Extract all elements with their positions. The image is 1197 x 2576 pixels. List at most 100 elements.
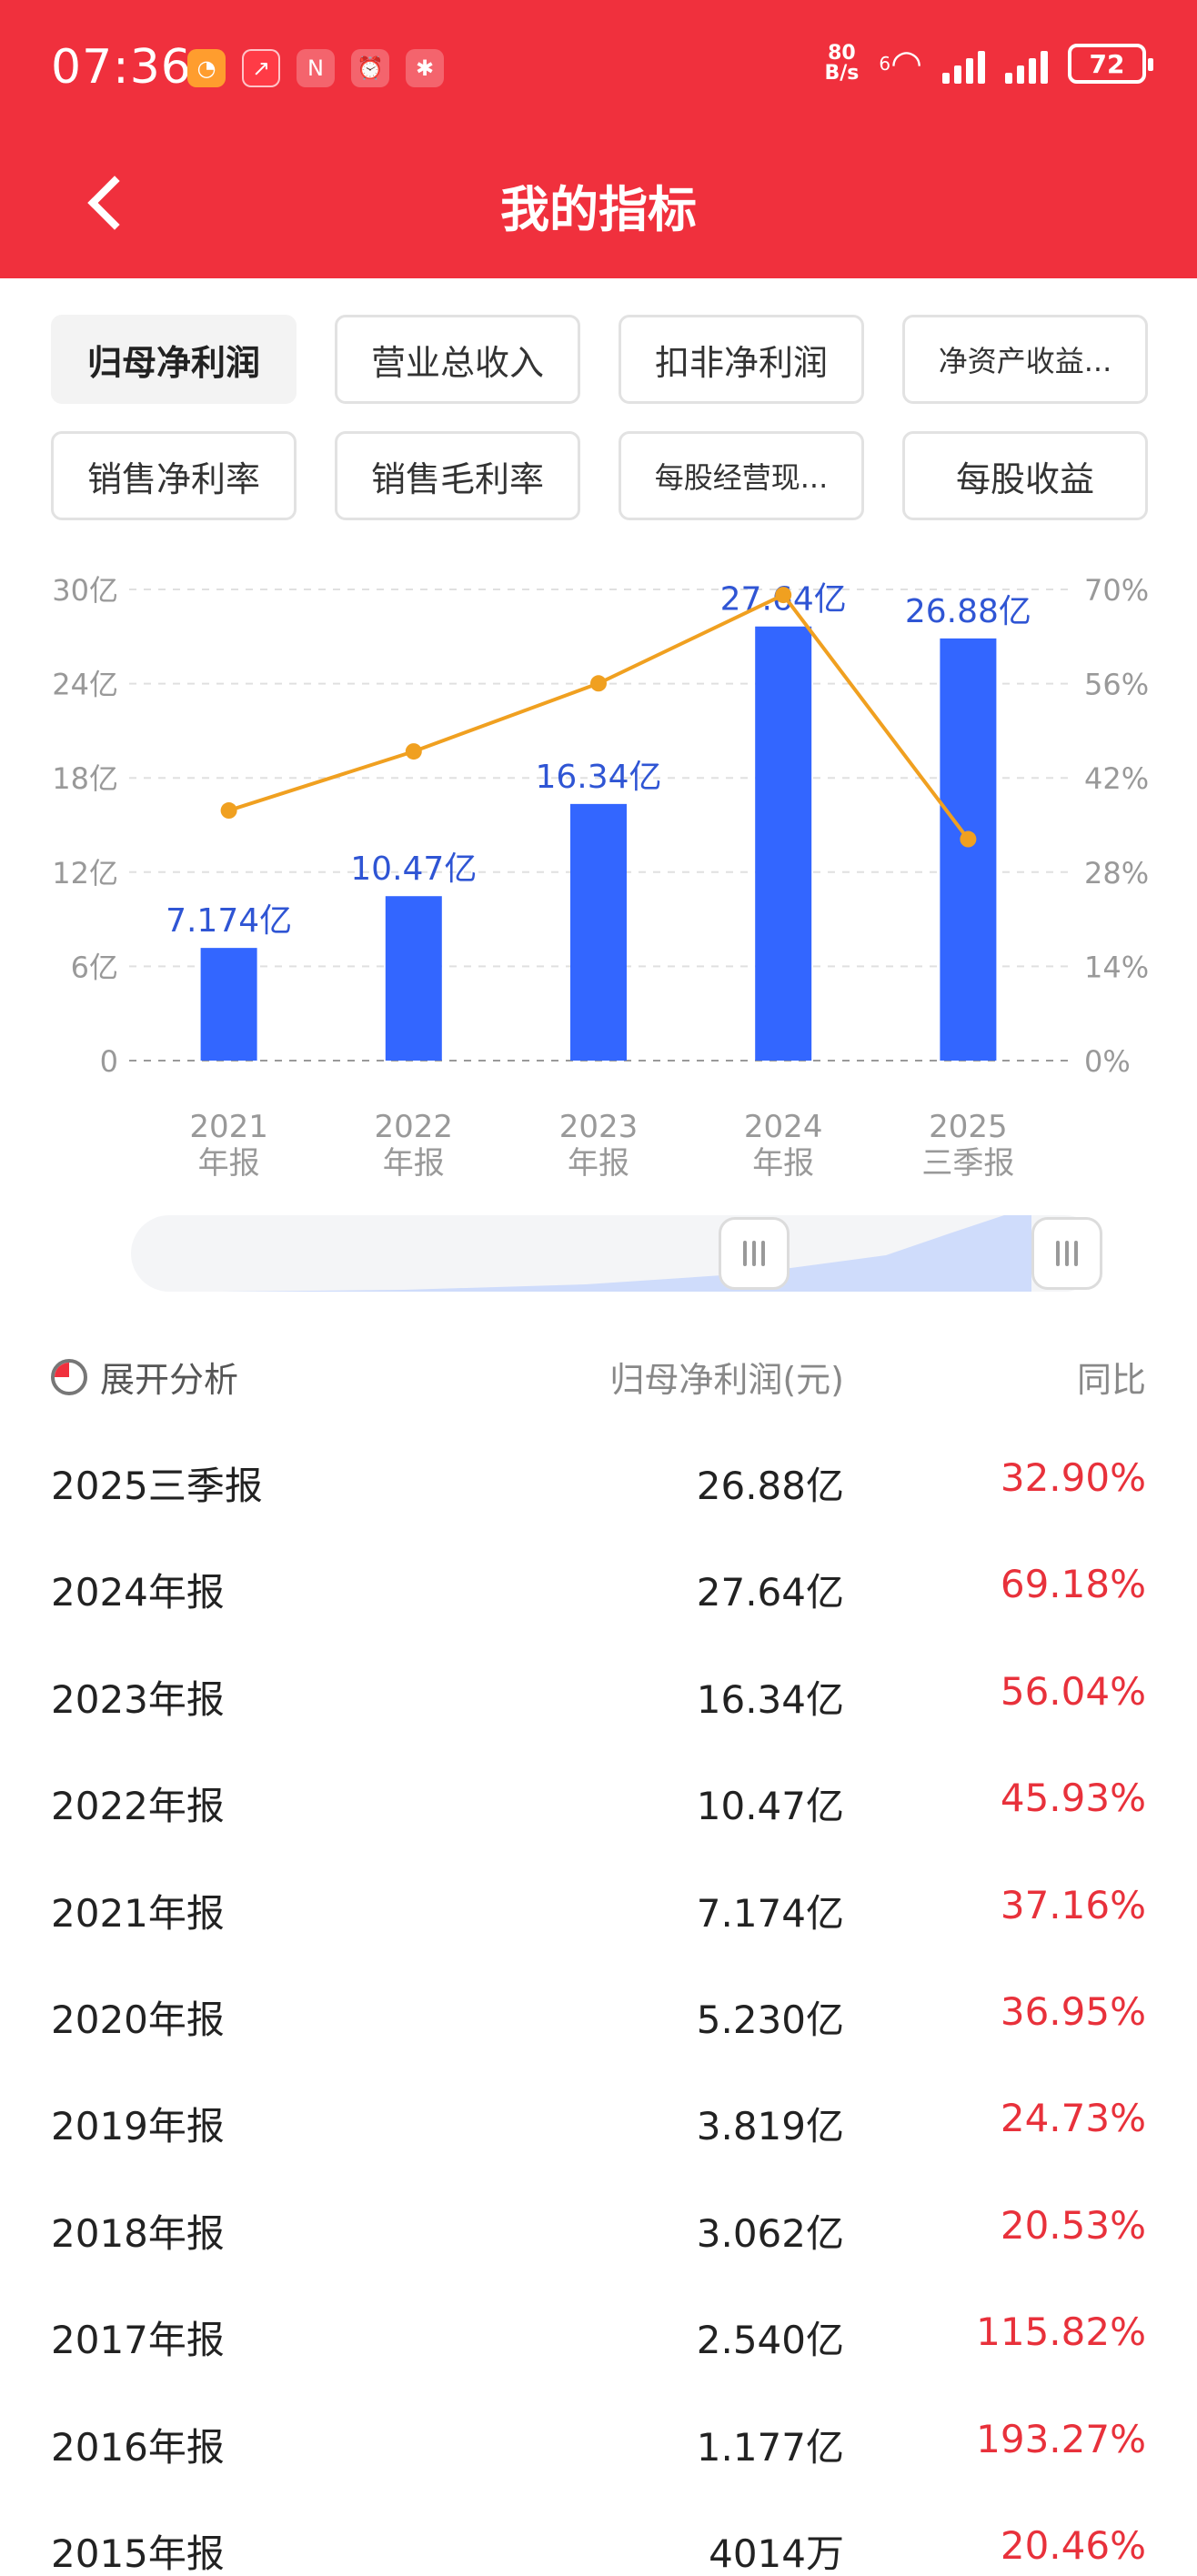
row-value: 2.540亿	[696, 2318, 844, 2363]
page-title: 我的指标	[500, 181, 697, 238]
table-row[interactable]: 2025三季报 26.88亿 32.90%	[51, 1428, 1146, 1535]
bar-value-label: 10.47亿	[350, 850, 477, 888]
yoy-point	[220, 802, 237, 820]
row-value: 10.47亿	[696, 1784, 844, 1829]
table-row[interactable]: 2024年报 27.64亿 69.18%	[51, 1535, 1146, 1641]
indicator-tabs: 归母净利润 营业总收入 扣非净利润 净资产收益... 销售净利率 销售毛利率 每…	[51, 315, 1148, 520]
tab-roe[interactable]: 净资产收益...	[902, 315, 1148, 404]
range-slider-track[interactable]	[131, 1215, 1102, 1292]
top-header: 07:36 ◔ ↗ N ⏰ ✱ 80 B/s 6◠ 72 我的指标	[0, 0, 1197, 278]
row-yoy: 36.95%	[1000, 1988, 1146, 2034]
row-yoy: 193.27%	[976, 2416, 1146, 2461]
bar-value-label: 26.88亿	[905, 593, 1031, 630]
row-yoy: 56.04%	[1000, 1668, 1146, 1714]
table-header: 展开分析 归母净利润(元) 同比	[51, 1352, 1146, 1410]
battery-icon: 72	[1068, 44, 1153, 84]
row-yoy: 24.73%	[1000, 2096, 1146, 2141]
tab-gross-margin[interactable]: 销售毛利率	[335, 431, 580, 520]
profit-chart[interactable]: 0 0% 6亿 14% 12亿 28% 18亿 42% 24亿 56% 30亿 70% 7.174亿 20…	[0, 555, 1197, 1192]
status-bar: 07:36 ◔ ↗ N ⏰ ✱ 80 B/s 6◠ 72	[0, 0, 1197, 146]
status-system-icons: 80 B/s 6◠ 72	[824, 42, 1153, 85]
table-row[interactable]: 2016年报 1.177亿 193.27%	[51, 2390, 1146, 2496]
bar	[570, 803, 627, 1061]
y-right-tick-label: 42%	[1084, 761, 1149, 796]
table-row[interactable]: 2020年报 5.230亿 36.95%	[51, 1962, 1146, 2068]
data-table: 2025三季报 26.88亿 32.90% 2024年报 27.64亿 69.18% 202…	[51, 1428, 1146, 2576]
x-tick-label: 年报	[198, 1145, 260, 1182]
status-notification-icons: ◔ ↗ N ⏰ ✱	[187, 49, 444, 87]
y-left-tick-label: 18亿	[52, 761, 118, 796]
row-period: 2018年报	[51, 2210, 225, 2256]
row-period: 2017年报	[51, 2318, 225, 2363]
row-period: 2019年报	[51, 2104, 225, 2149]
bar-value-label: 7.174亿	[166, 902, 292, 940]
row-period: 2022年报	[51, 1784, 225, 1829]
table-row[interactable]: 2019年报 3.819亿 24.73%	[51, 2068, 1146, 2175]
bar	[755, 626, 812, 1061]
bar-value-label: 16.34亿	[535, 759, 661, 796]
table-row[interactable]: 2018年报 3.062亿 20.53%	[51, 2176, 1146, 2282]
table-row[interactable]: 2021年报 7.174亿 37.16%	[51, 1856, 1146, 1962]
x-tick-label: 2024	[744, 1109, 823, 1145]
y-left-tick-label: 30亿	[52, 573, 118, 608]
y-right-tick-label: 56%	[1084, 668, 1149, 702]
y-left-tick-label: 0	[100, 1044, 118, 1079]
row-value: 7.174亿	[696, 1890, 844, 1936]
y-right-tick-label: 28%	[1084, 856, 1149, 891]
row-yoy: 32.90%	[1000, 1455, 1146, 1500]
row-value: 3.062亿	[696, 2210, 844, 2256]
expand-analysis-button[interactable]: 展开分析	[51, 1352, 238, 1402]
network-speed: 80 B/s	[824, 42, 860, 85]
table-row[interactable]: 2017年报 2.540亿 115.82%	[51, 2282, 1146, 2389]
tab-operating-cash-per-share[interactable]: 每股经营现...	[619, 431, 864, 520]
row-period: 2021年报	[51, 1890, 225, 1936]
row-yoy: 20.53%	[1000, 2202, 1146, 2248]
alarm-icon: ⏰	[351, 49, 389, 87]
signal-icon-1	[942, 44, 985, 84]
tab-total-revenue[interactable]: 营业总收入	[335, 315, 580, 404]
tab-net-profit-parent[interactable]: 归母净利润	[51, 315, 297, 404]
row-value: 27.64亿	[696, 1570, 844, 1615]
tab-net-margin[interactable]: 销售净利率	[51, 431, 297, 520]
nfc-icon: N	[297, 49, 335, 87]
row-value: 16.34亿	[696, 1676, 844, 1722]
x-tick-label: 年报	[383, 1145, 445, 1182]
row-value: 1.177亿	[696, 2424, 844, 2470]
chat-app-icon: ◔	[187, 49, 226, 87]
row-value: 3.819亿	[696, 2104, 844, 2149]
y-right-tick-label: 0%	[1084, 1044, 1131, 1079]
range-handle-right[interactable]	[1031, 1217, 1102, 1290]
bar	[200, 948, 257, 1061]
table-row[interactable]: 2022年报 10.47亿 45.93%	[51, 1748, 1146, 1855]
x-tick-label: 2025	[929, 1109, 1008, 1145]
row-period: 2020年报	[51, 1997, 225, 2042]
row-period: 2023年报	[51, 1676, 225, 1722]
yoy-point	[405, 743, 422, 760]
yoy-point	[960, 830, 977, 848]
table-row[interactable]: 2015年报 4014万 20.46%	[51, 2496, 1146, 2576]
x-tick-label: 三季报	[921, 1145, 1014, 1182]
x-tick-label: 2023	[559, 1109, 639, 1145]
status-time: 07:36	[51, 40, 192, 95]
y-right-tick-label: 14%	[1084, 950, 1149, 984]
bluetooth-icon: ✱	[406, 49, 444, 87]
row-period: 2025三季报	[51, 1464, 263, 1508]
row-yoy: 20.46%	[1000, 2522, 1146, 2568]
range-handle-left[interactable]	[719, 1217, 790, 1290]
stock-app-icon: ↗	[242, 49, 280, 87]
row-value: 4014万	[709, 2531, 844, 2576]
yoy-column-header: 同比	[1076, 1360, 1146, 1400]
yoy-point	[590, 675, 607, 692]
yoy-point	[775, 587, 792, 604]
row-period: 2016年报	[51, 2424, 225, 2470]
table-row[interactable]: 2023年报 16.34亿 56.04%	[51, 1642, 1146, 1748]
tab-eps[interactable]: 每股收益	[902, 431, 1148, 520]
wifi-icon: 6◠	[879, 43, 922, 85]
x-tick-label: 2021	[189, 1109, 268, 1145]
tab-deducted-net-profit[interactable]: 扣非净利润	[619, 315, 864, 404]
x-tick-label: 年报	[752, 1145, 814, 1182]
bar	[385, 896, 442, 1061]
pie-chart-icon	[51, 1358, 87, 1395]
row-yoy: 45.93%	[1000, 1776, 1146, 1821]
x-tick-label: 年报	[568, 1145, 629, 1182]
